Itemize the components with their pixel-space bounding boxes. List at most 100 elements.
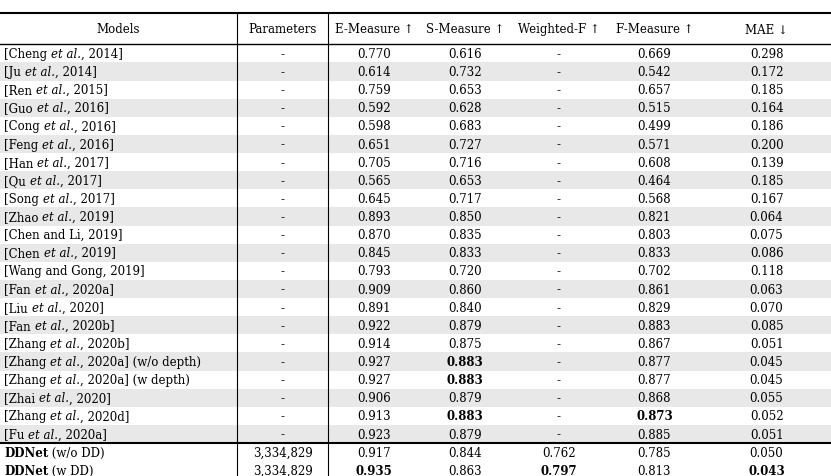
Text: et al.: et al. <box>36 84 66 97</box>
Text: -: - <box>557 391 561 405</box>
Text: 0.917: 0.917 <box>357 446 391 459</box>
Text: 0.879: 0.879 <box>449 391 482 405</box>
Text: Weighted-F ↑: Weighted-F ↑ <box>518 23 600 36</box>
Text: 3,334,829: 3,334,829 <box>253 464 312 476</box>
Text: -: - <box>281 120 284 133</box>
Bar <box>0 461 831 476</box>
Text: -: - <box>557 355 561 368</box>
Text: 0.515: 0.515 <box>637 102 671 115</box>
Text: -: - <box>281 48 284 61</box>
Text: [Fu: [Fu <box>4 427 28 441</box>
Text: 0.063: 0.063 <box>750 283 784 296</box>
Text: 0.598: 0.598 <box>357 120 391 133</box>
Text: 0.860: 0.860 <box>449 283 482 296</box>
Bar <box>0 407 831 425</box>
Text: et al.: et al. <box>51 355 81 368</box>
Text: 0.833: 0.833 <box>449 247 482 260</box>
Text: et al.: et al. <box>51 373 81 387</box>
Text: 0.883: 0.883 <box>447 409 484 423</box>
Text: 0.879: 0.879 <box>449 427 482 441</box>
Text: 0.653: 0.653 <box>449 174 482 188</box>
Text: -: - <box>557 373 561 387</box>
Text: [Cheng: [Cheng <box>4 48 51 61</box>
Text: , 2020a]: , 2020a] <box>65 283 113 296</box>
Text: et al.: et al. <box>37 156 67 169</box>
Text: 0.043: 0.043 <box>748 464 785 476</box>
Text: 0.499: 0.499 <box>637 120 671 133</box>
Text: , 2014]: , 2014] <box>81 48 123 61</box>
Text: , 2014]: , 2014] <box>55 66 96 79</box>
Bar <box>0 136 831 154</box>
Bar <box>0 99 831 118</box>
Text: 0.051: 0.051 <box>750 337 784 350</box>
Text: 0.840: 0.840 <box>449 301 482 314</box>
Text: 0.914: 0.914 <box>357 337 391 350</box>
Bar <box>0 317 831 335</box>
Text: , 2020a] (w/o depth): , 2020a] (w/o depth) <box>81 355 201 368</box>
Text: 0.571: 0.571 <box>637 138 671 151</box>
Bar <box>0 262 831 280</box>
Text: , 2016]: , 2016] <box>66 102 108 115</box>
Text: 0.877: 0.877 <box>637 373 671 387</box>
Bar <box>0 371 831 389</box>
Text: 0.568: 0.568 <box>637 192 671 206</box>
Text: , 2017]: , 2017] <box>60 174 101 188</box>
Text: 0.770: 0.770 <box>357 48 391 61</box>
Text: et al.: et al. <box>51 409 81 423</box>
Text: 0.868: 0.868 <box>637 391 671 405</box>
Text: -: - <box>281 210 284 224</box>
Text: S-Measure ↑: S-Measure ↑ <box>426 23 504 36</box>
Text: 0.050: 0.050 <box>750 446 784 459</box>
Text: 0.052: 0.052 <box>750 409 784 423</box>
Text: [Guo: [Guo <box>4 102 37 115</box>
Text: , 2020d]: , 2020d] <box>81 409 130 423</box>
Text: -: - <box>557 48 561 61</box>
Text: 0.835: 0.835 <box>449 228 482 242</box>
Text: -: - <box>281 355 284 368</box>
Text: 0.844: 0.844 <box>449 446 482 459</box>
Text: et al.: et al. <box>39 391 69 405</box>
Text: 0.893: 0.893 <box>357 210 391 224</box>
Text: 0.927: 0.927 <box>357 355 391 368</box>
Text: -: - <box>281 66 284 79</box>
Text: 0.833: 0.833 <box>637 247 671 260</box>
Text: [Zhang: [Zhang <box>4 355 51 368</box>
Text: DDNet: DDNet <box>4 446 48 459</box>
Text: 0.702: 0.702 <box>637 265 671 278</box>
Text: et al.: et al. <box>51 48 81 61</box>
Text: 0.803: 0.803 <box>637 228 671 242</box>
Text: 0.051: 0.051 <box>750 427 784 441</box>
Text: [Ju: [Ju <box>4 66 25 79</box>
Text: 0.542: 0.542 <box>637 66 671 79</box>
Text: 0.298: 0.298 <box>750 48 784 61</box>
Text: -: - <box>557 210 561 224</box>
Text: et al.: et al. <box>37 102 66 115</box>
Text: -: - <box>557 102 561 115</box>
Text: 0.829: 0.829 <box>637 301 671 314</box>
Text: 0.139: 0.139 <box>750 156 784 169</box>
Text: et al.: et al. <box>42 192 73 206</box>
Text: 0.616: 0.616 <box>449 48 482 61</box>
Text: -: - <box>281 427 284 441</box>
Text: -: - <box>281 174 284 188</box>
Text: , 2020]: , 2020] <box>61 301 103 314</box>
Text: -: - <box>557 120 561 133</box>
Text: -: - <box>557 427 561 441</box>
Bar <box>0 81 831 99</box>
Text: 0.785: 0.785 <box>637 446 671 459</box>
Text: [Cong: [Cong <box>4 120 44 133</box>
Text: [Fan: [Fan <box>4 283 35 296</box>
Text: -: - <box>281 265 284 278</box>
Text: 0.045: 0.045 <box>750 355 784 368</box>
Text: -: - <box>557 156 561 169</box>
Text: 3,334,829: 3,334,829 <box>253 446 312 459</box>
Bar <box>0 389 831 407</box>
Text: 0.909: 0.909 <box>357 283 391 296</box>
Text: -: - <box>281 301 284 314</box>
Text: 0.863: 0.863 <box>449 464 482 476</box>
Text: 0.883: 0.883 <box>637 319 671 332</box>
Text: [Zhai: [Zhai <box>4 391 39 405</box>
Bar <box>0 335 831 353</box>
Text: 0.167: 0.167 <box>750 192 784 206</box>
Text: -: - <box>281 228 284 242</box>
